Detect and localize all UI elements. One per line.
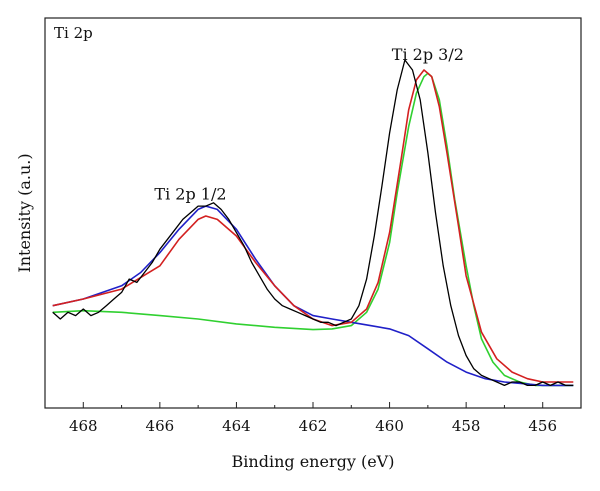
x-tick-label: 468 [69, 417, 98, 435]
ti2p-3-2-component-curve [52, 72, 574, 387]
peak-label-ti2p-3-2: Ti 2p 3/2 [392, 45, 464, 64]
peak-label-ti2p-1-2: Ti 2p 1/2 [154, 184, 226, 203]
fit-envelope-curve [52, 69, 574, 383]
x-tick-label: 458 [452, 417, 481, 435]
x-tick-label: 460 [375, 417, 404, 435]
x-tick-label: 462 [299, 417, 328, 435]
series-layer [52, 59, 574, 387]
x-tick-label: 466 [146, 417, 175, 435]
x-tick-label: 464 [222, 417, 251, 435]
x-tick-label: 456 [528, 417, 557, 435]
y-axis-label: Intensity (a.u.) [15, 153, 34, 272]
x-axis-ticks: 468 466 464 462 460 458 456 [44, 402, 582, 435]
annotation-layer: Ti 2p 1/2 Ti 2p 3/2 [154, 45, 464, 203]
x-axis-label: Binding energy (eV) [232, 452, 395, 471]
plot-frame [44, 17, 582, 409]
ti2p-1-2-component-curve [52, 205, 574, 387]
chart-title: Ti 2p [54, 24, 93, 42]
measured-curve [52, 59, 574, 387]
